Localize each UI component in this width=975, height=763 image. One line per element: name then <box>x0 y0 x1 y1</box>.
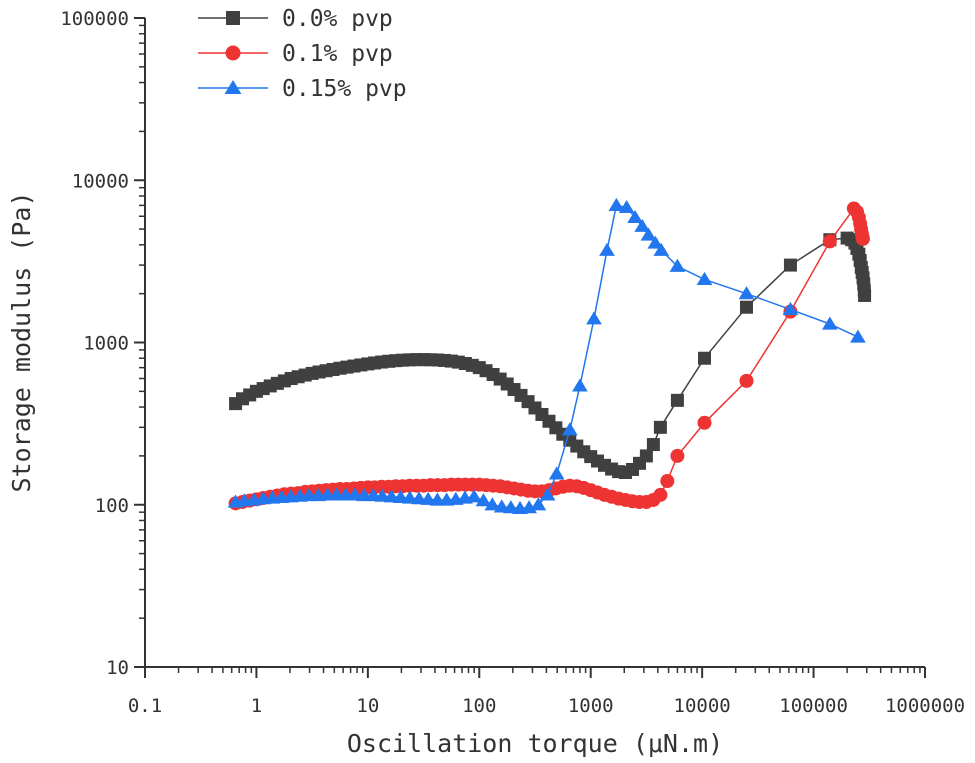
data-point <box>484 497 501 511</box>
legend-marker <box>224 79 242 95</box>
legend-item: 0.1% pvp <box>198 41 393 67</box>
data-point <box>850 329 866 343</box>
legend-marker <box>225 45 241 61</box>
data-point <box>858 288 872 302</box>
data-point <box>782 301 799 315</box>
series-layer <box>227 197 872 514</box>
x-ticks: 0.1 1 10 100 1000 10000 100000 1000000 <box>128 667 965 717</box>
data-point <box>634 218 651 232</box>
series-line <box>235 237 866 474</box>
x-tick-label: 100000 <box>779 695 848 717</box>
data-point <box>670 393 684 407</box>
y-ticks: 10 100 1000 10000 100000 <box>60 8 145 679</box>
x-tick-label: 0.1 <box>128 695 162 717</box>
data-point <box>855 231 870 246</box>
x-tick-label: 10 <box>356 695 379 717</box>
y-tick-label: 100000 <box>60 8 129 30</box>
series-3 <box>227 197 866 514</box>
data-point <box>696 271 713 285</box>
data-point <box>783 258 797 272</box>
data-point <box>653 420 667 434</box>
data-point <box>738 286 755 300</box>
data-point <box>639 449 653 463</box>
data-point <box>530 497 547 511</box>
legend-item: 0.15% pvp <box>198 76 407 102</box>
y-axis-title: Storage modulus (Pa) <box>7 191 36 492</box>
x-tick-label: 10000 <box>674 695 731 717</box>
data-point <box>562 422 578 436</box>
legend-label: 0.0% pvp <box>282 6 393 32</box>
data-point <box>548 466 565 480</box>
x-tick-label: 1 <box>251 695 262 717</box>
x-tick-label: 1000000 <box>885 695 965 717</box>
x-tick-label: 1000 <box>568 695 614 717</box>
y-tick-label: 10 <box>106 657 129 679</box>
axes-layer <box>144 18 925 668</box>
data-point <box>466 489 482 503</box>
series-line <box>235 204 859 510</box>
y-tick-label: 10000 <box>72 170 129 192</box>
data-point <box>698 351 712 365</box>
data-point <box>822 316 838 330</box>
data-point <box>697 415 712 430</box>
legend-label: 0.1% pvp <box>282 41 393 67</box>
series-line <box>235 207 864 505</box>
data-point <box>653 487 668 502</box>
x-axis-title: Oscillation torque (μN.m) <box>347 729 723 758</box>
legend-label: 0.15% pvp <box>282 76 407 102</box>
data-point <box>599 242 615 256</box>
data-point <box>647 235 664 249</box>
data-point <box>572 378 588 392</box>
data-point <box>640 227 657 241</box>
data-point <box>586 311 602 325</box>
data-point <box>669 258 686 272</box>
data-point <box>627 209 643 224</box>
legend: 0.0% pvp 0.1% pvp 0.15% pvp <box>198 6 407 102</box>
series-2 <box>228 201 870 511</box>
data-point <box>660 474 675 489</box>
legend-marker <box>226 11 240 25</box>
data-point <box>608 197 625 211</box>
data-point <box>618 199 635 214</box>
data-point <box>822 234 837 249</box>
data-point <box>539 487 556 501</box>
series-1 <box>229 231 872 480</box>
data-point <box>475 493 492 507</box>
y-tick-label: 100 <box>95 495 129 517</box>
data-point <box>670 448 685 463</box>
data-point <box>653 242 670 256</box>
legend-item: 0.0% pvp <box>198 6 393 32</box>
data-point <box>739 300 753 314</box>
y-tick-label: 1000 <box>83 333 129 355</box>
data-point <box>739 373 754 388</box>
data-point <box>646 438 660 452</box>
x-tick-label: 100 <box>462 695 496 717</box>
